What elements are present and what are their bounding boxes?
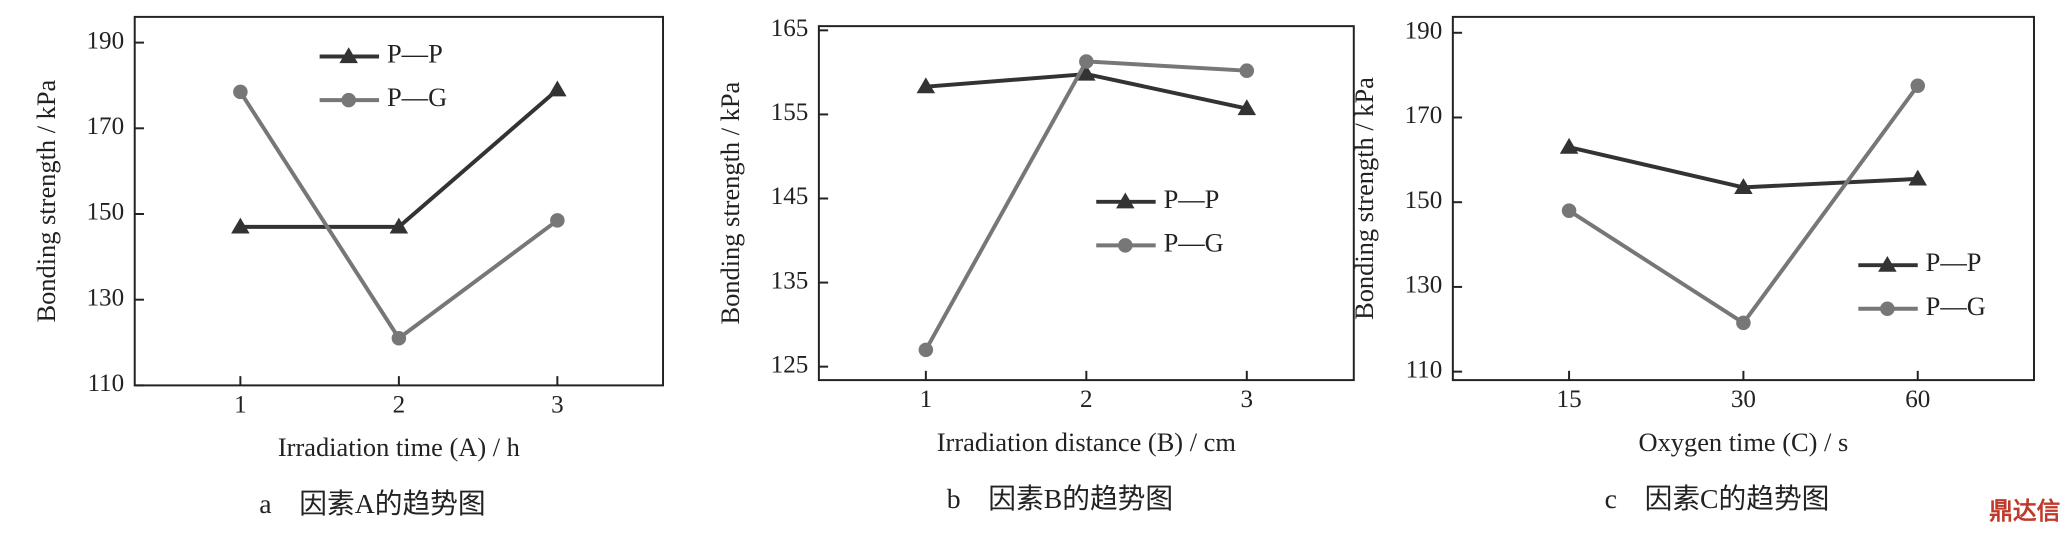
- y-tick-label: 155: [771, 99, 809, 126]
- point: [548, 80, 567, 97]
- y-axis-label: Bonding strength / kPa: [715, 81, 745, 324]
- legend-marker: [1878, 255, 1897, 272]
- point: [1077, 64, 1096, 81]
- point: [1734, 178, 1753, 194]
- y-tick-label: 170: [87, 113, 125, 140]
- point: [550, 213, 565, 228]
- point: [918, 342, 934, 358]
- legend-label: P—P: [387, 39, 443, 69]
- x-tick-label: 2: [1080, 386, 1093, 413]
- y-tick-label: 150: [1405, 187, 1443, 214]
- watermark: 鼎达信: [1989, 497, 2060, 525]
- point: [1559, 137, 1579, 154]
- x-tick-label: 60: [1905, 386, 1930, 413]
- caption: b 因素B的趋势图: [947, 483, 1173, 514]
- legend-label: P—G: [387, 82, 447, 112]
- x-tick-label: 1: [234, 391, 247, 418]
- point: [1908, 169, 1927, 186]
- y-tick-label: 110: [1406, 356, 1443, 383]
- point: [391, 330, 407, 346]
- y-tick-label: 170: [1405, 102, 1443, 129]
- caption: a 因素A的趋势图: [259, 488, 485, 519]
- y-tick-label: 150: [87, 199, 125, 226]
- plot-frame: [133, 15, 665, 387]
- legend-marker: [1116, 192, 1135, 209]
- y-tick-label: 125: [771, 351, 809, 378]
- point: [231, 217, 250, 234]
- point: [1239, 63, 1255, 78]
- legend-label: P—G: [1926, 291, 1986, 321]
- x-tick-label: 15: [1557, 386, 1582, 413]
- point: [1736, 315, 1751, 331]
- point: [1561, 203, 1577, 218]
- legend-label: P—P: [1926, 247, 1982, 277]
- y-tick-label: 165: [771, 15, 809, 42]
- point: [1910, 78, 1926, 93]
- legend-label: P—P: [1164, 184, 1220, 214]
- x-tick-label: 2: [393, 391, 406, 418]
- legend-label: P—G: [1164, 227, 1224, 257]
- legend-marker: [339, 47, 358, 64]
- x-tick-label: 30: [1731, 386, 1756, 413]
- point: [233, 84, 248, 100]
- series-line: [1567, 84, 1920, 326]
- legend-marker: [1118, 238, 1133, 253]
- y-tick-label: 145: [771, 183, 809, 210]
- x-tick-label: 3: [1241, 386, 1254, 413]
- point: [389, 217, 409, 234]
- y-axis-label: Bonding strength / kPa: [31, 79, 61, 322]
- y-axis-label: Bonding strength / kPa: [1349, 77, 1379, 320]
- y-tick-label: 190: [87, 27, 125, 54]
- y-tick-label: 130: [1405, 272, 1443, 299]
- legend-marker: [1880, 301, 1895, 317]
- y-tick-label: 110: [87, 370, 124, 397]
- x-tick-label: 1: [920, 386, 933, 413]
- x-tick-label: 3: [551, 391, 564, 418]
- x-axis-label: Oxygen time (C) / s: [1639, 427, 1849, 457]
- y-tick-label: 190: [1405, 18, 1443, 45]
- point: [1237, 99, 1257, 116]
- y-tick-label: 130: [87, 284, 125, 311]
- legend-marker: [341, 92, 356, 108]
- x-axis-label: Irradiation time (A) / h: [278, 432, 520, 462]
- caption: c 因素C的趋势图: [1605, 483, 1830, 514]
- point: [1079, 54, 1094, 69]
- point: [916, 77, 936, 94]
- x-axis-label: Irradiation distance (B) / cm: [937, 427, 1237, 457]
- y-tick-label: 135: [771, 267, 809, 294]
